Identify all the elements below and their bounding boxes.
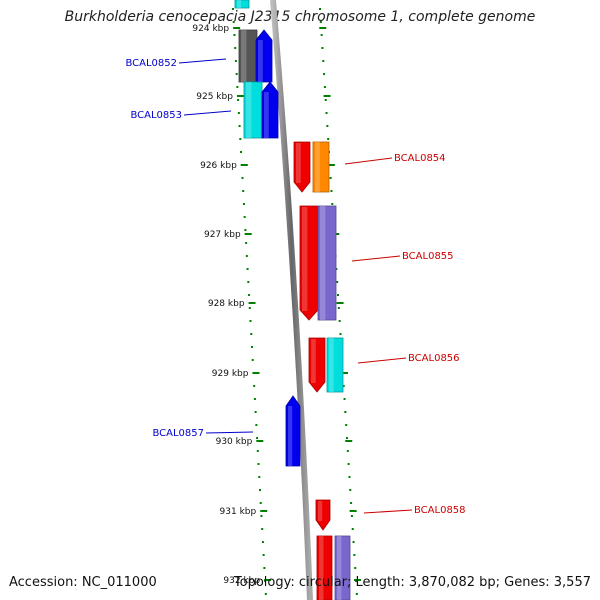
tick-mark-left [236, 95, 244, 97]
gene-leader-line [178, 58, 227, 64]
gene-leader-line [363, 509, 413, 514]
accession-text: Accession: NC_011000 [9, 575, 157, 590]
tick-label: 932 kbp [223, 576, 260, 586]
tick-mark-left [233, 27, 241, 29]
tick-mark-right [353, 579, 361, 581]
gene-leader-line [351, 255, 401, 262]
gene-block-cyan [234, 0, 250, 9]
tick-label: 931 kbp [220, 507, 257, 517]
tick-mark-left [240, 164, 248, 166]
tick-mark-left [244, 233, 252, 235]
tick-mark-right [340, 372, 348, 374]
tick-mark-left [260, 510, 268, 512]
gene-label-bcal0855[interactable]: BCAL0855 [402, 251, 454, 262]
chromosome-backbone [270, 0, 313, 600]
tick-label: 927 kbp [204, 230, 241, 240]
gene-leader-line [357, 357, 407, 364]
kbp-tick-marks: 924 kbp 925 kbp 926 kbp 927 kbp 928 kbp 929 k… [192, 24, 361, 586]
tick-mark-left [264, 579, 272, 581]
gene-label-bcal0856[interactable]: BCAL0856 [408, 353, 460, 364]
gene-label-bcal0858[interactable]: BCAL0858 [414, 505, 466, 516]
tick-label: 926 kbp [200, 161, 237, 171]
tick-mark-right [319, 27, 327, 29]
tick-mark-right [345, 440, 353, 442]
gene-label-bcal0852[interactable]: BCAL0852 [125, 58, 177, 69]
gene-label-bcal0853[interactable]: BCAL0853 [130, 110, 182, 121]
tick-mark-right [327, 164, 335, 166]
tick-label: 925 kbp [196, 92, 233, 102]
tick-mark-left [248, 302, 256, 304]
tick-mark-right [323, 95, 331, 97]
topology-summary: Topology: circular; Length: 3,870,082 bp… [233, 575, 591, 590]
gene-labels: BCAL0852 BCAL0853 BCAL0854 BCAL0855 BCAL0856… [125, 58, 465, 516]
gene-label-bcal0857[interactable]: BCAL0857 [152, 428, 204, 439]
gene-label-bcal0854[interactable]: BCAL0854 [394, 153, 446, 164]
tick-label: 928 kbp [208, 299, 245, 309]
tick-mark-right [336, 302, 344, 304]
tick-label: 930 kbp [216, 437, 253, 447]
tick-mark-right [349, 510, 357, 512]
tick-label: 924 kbp [192, 24, 229, 34]
gene-leader-line [205, 431, 254, 434]
gene-leader-line [344, 157, 393, 165]
tick-mark-left [252, 372, 260, 374]
tick-label: 929 kbp [212, 369, 249, 379]
tick-mark-left [256, 440, 264, 442]
gene-leader-line [183, 110, 232, 116]
gene-features [234, 0, 351, 600]
map-title: Burkholderia cenocepacia J2315 chromosom… [64, 9, 536, 25]
